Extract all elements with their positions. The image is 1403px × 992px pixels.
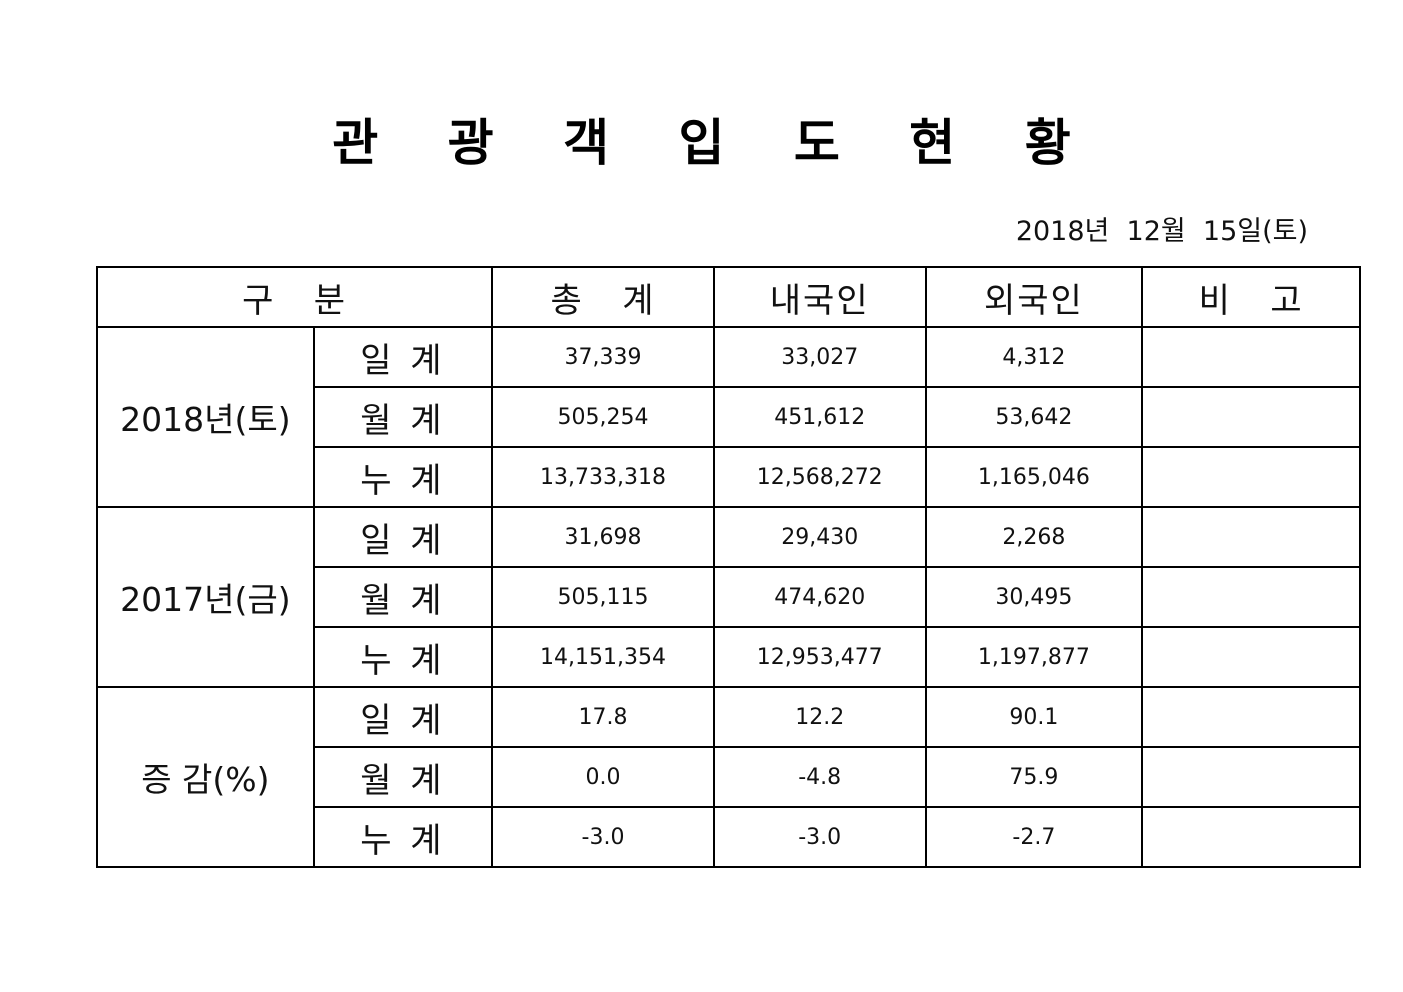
cell-foreign: 1,165,046 (924, 446, 1144, 508)
header-category: 구 분 (95, 266, 494, 328)
cell-foreign: 75.9 (924, 746, 1144, 808)
cell-total: 17.8 (491, 686, 715, 748)
cell-domestic: 12,953,477 (712, 626, 927, 688)
table-row: 월 계 0.0 -4.8 75.9 (97, 746, 1361, 808)
header-total: 총 계 (491, 266, 715, 328)
header-domestic: 내국인 (712, 266, 927, 328)
table-row: 월 계 505,115 474,620 30,495 (97, 566, 1361, 628)
cell-foreign: 1,197,877 (924, 626, 1144, 688)
document-title: 관 광 객 입 도 현 황 (332, 114, 1097, 172)
row-label-daily: 일 계 (312, 326, 494, 388)
cell-remarks (1141, 446, 1361, 508)
row-label-monthly: 월 계 (312, 566, 494, 628)
table-row: 누 계 13,733,318 12,568,272 1,165,046 (97, 446, 1361, 508)
cell-domestic: -4.8 (712, 746, 927, 808)
cell-remarks (1141, 326, 1361, 388)
table-row: 누 계 14,151,354 12,953,477 1,197,877 (97, 626, 1361, 688)
cell-domestic: -3.0 (712, 806, 927, 868)
tourist-arrivals-table: 구 분 총 계 내국인 외국인 비 고 2018년(토) 일 계 37,339 … (95, 266, 1361, 868)
cell-total: 31,698 (491, 506, 715, 568)
cell-foreign: 2,268 (924, 506, 1144, 568)
table-row: 누 계 -3.0 -3.0 -2.7 (97, 806, 1361, 868)
group-label-2018: 2018년(토) (96, 326, 315, 508)
table-row: 2018년(토) 일 계 37,339 33,027 4,312 (96, 326, 1361, 508)
group-label-2017: 2017년(금) (96, 506, 315, 688)
header-remarks: 비 고 (1141, 266, 1361, 328)
cell-total: 37,339 (491, 326, 715, 388)
row-label-monthly: 월 계 (312, 386, 494, 448)
cell-domestic: 474,620 (712, 566, 927, 628)
cell-foreign: 90.1 (924, 686, 1144, 748)
cell-remarks (1141, 806, 1361, 868)
cell-remarks (1141, 566, 1361, 628)
cell-foreign: 30,495 (924, 566, 1144, 628)
row-label-monthly: 월 계 (312, 746, 494, 808)
cell-total: 13,733,318 (491, 446, 715, 508)
cell-domestic: 29,430 (712, 506, 927, 568)
cell-total: 505,115 (491, 566, 715, 628)
group-label-change: 증 감(%) (96, 686, 315, 868)
row-label-daily: 일 계 (312, 686, 494, 748)
cell-domestic: 451,612 (712, 386, 927, 448)
cell-foreign: 4,312 (924, 326, 1144, 388)
row-label-cumulative: 누 계 (312, 806, 494, 868)
cell-remarks (1141, 386, 1361, 448)
cell-remarks (1141, 506, 1361, 568)
cell-domestic: 12,568,272 (712, 446, 927, 508)
cell-foreign: 53,642 (924, 386, 1144, 448)
cell-remarks (1141, 626, 1361, 688)
row-label-daily: 일 계 (312, 506, 494, 568)
cell-remarks (1141, 746, 1361, 808)
cell-total: 505,254 (491, 386, 715, 448)
table-row: 월 계 505,254 451,612 53,642 (97, 386, 1361, 448)
cell-total: -3.0 (491, 806, 715, 868)
cell-domestic: 12.2 (712, 686, 927, 748)
row-label-cumulative: 누 계 (312, 626, 494, 688)
header-row: 구 분 총 계 내국인 외국인 비 고 (95, 266, 1361, 328)
cell-total: 0.0 (491, 746, 715, 808)
cell-total: 14,151,354 (491, 626, 715, 688)
table-row: 2017년(금) 일 계 31,698 29,430 2,268 (96, 506, 1361, 688)
report-date: 2018년 12월 15일(토) (1015, 216, 1308, 247)
cell-remarks (1141, 686, 1361, 748)
header-foreign: 외국인 (924, 266, 1144, 328)
cell-domestic: 33,027 (712, 326, 927, 388)
table-row: 증 감(%) 일 계 17.8 12.2 90.1 (96, 686, 1361, 868)
row-label-cumulative: 누 계 (312, 446, 494, 508)
cell-foreign: -2.7 (924, 806, 1144, 868)
